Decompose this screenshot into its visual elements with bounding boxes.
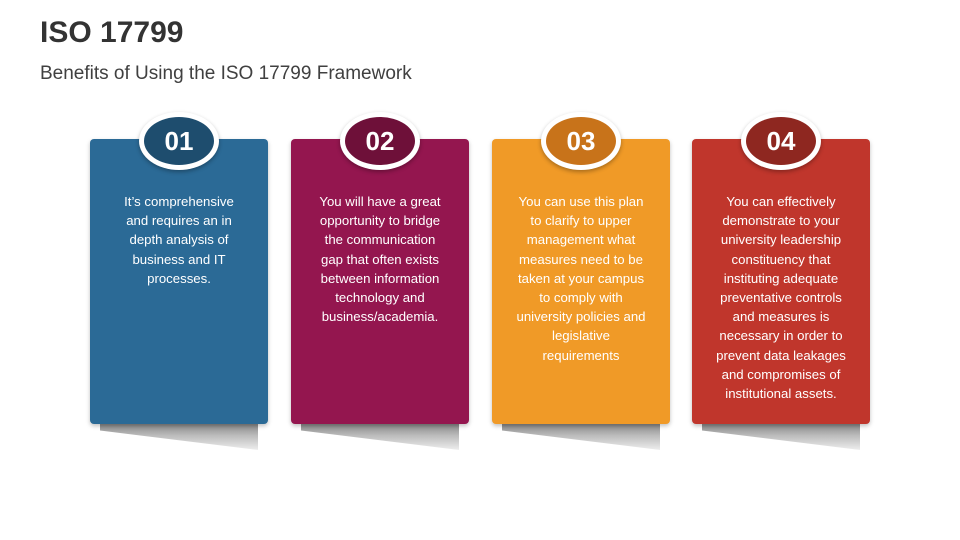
number-badge: 03 [541,112,621,170]
badge-number: 02 [345,117,415,165]
card-body: You can effectively demonstrate to your … [692,139,870,424]
badge-number: 03 [546,117,616,165]
benefit-card-2: You will have a great opportunity to bri… [291,112,471,452]
card-text: You can effectively demonstrate to your … [716,194,846,402]
number-badge: 04 [741,112,821,170]
card-body: It’s comprehensive and requires an in de… [90,139,268,424]
card-shadow [301,424,459,450]
card-text: It’s comprehensive and requires an in de… [124,194,234,286]
number-badge: 02 [340,112,420,170]
card-shadow [702,424,860,450]
card-body: You can use this plan to clarify to uppe… [492,139,670,424]
badge-number: 04 [746,117,816,165]
card-shadow [502,424,660,450]
benefit-card-4: You can effectively demonstrate to your … [692,112,872,452]
benefit-card-3: You can use this plan to clarify to uppe… [492,112,672,452]
card-shadow [100,424,258,450]
card-text: You can use this plan to clarify to uppe… [516,194,646,363]
card-text: You will have a great opportunity to bri… [319,194,441,325]
page-subtitle: Benefits of Using the ISO 17799 Framewor… [40,63,412,84]
badge-number: 01 [144,117,214,165]
card-body: You will have a great opportunity to bri… [291,139,469,424]
benefit-card-1: It’s comprehensive and requires an in de… [90,112,270,452]
page-title: ISO 17799 [40,16,184,49]
number-badge: 01 [139,112,219,170]
